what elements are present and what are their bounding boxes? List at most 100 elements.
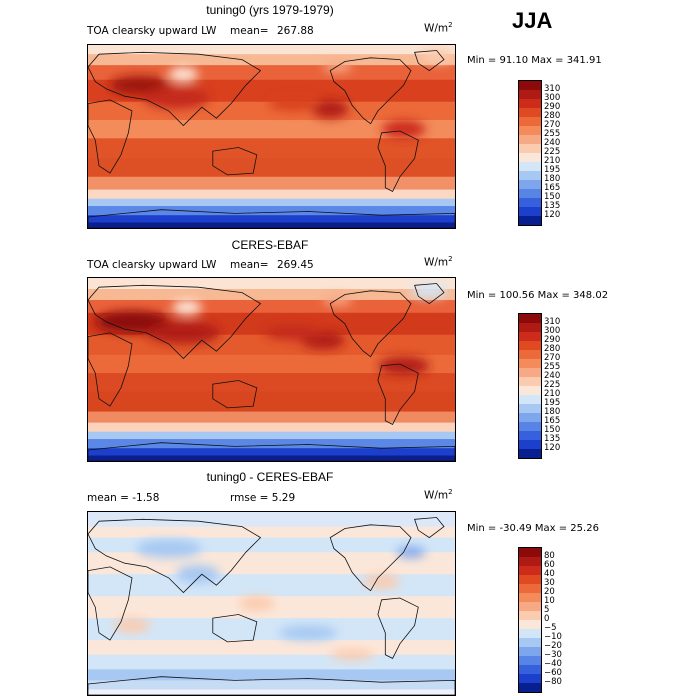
- panel2-map: [87, 277, 456, 462]
- panel2-units: W/m2: [424, 255, 453, 269]
- panel2-coast-greenland: [414, 283, 445, 305]
- panel2-field-blob: [264, 325, 323, 341]
- panel3-field-blob: [176, 565, 221, 584]
- colorbar-swatch: [519, 440, 541, 449]
- colorbar-tick-label: 310: [544, 317, 561, 327]
- panel3-coast-antarctica: [88, 676, 455, 695]
- panel2-coast-australia: [212, 380, 258, 409]
- colorbar-swatch: [519, 584, 541, 593]
- panel3-lat-band: [88, 618, 455, 642]
- colorbar-tick-label: 290: [544, 335, 561, 345]
- panel1-mean-value: 267.88: [277, 25, 314, 37]
- panel2-title: CERES-EBAF: [231, 238, 309, 252]
- colorbar-swatch: [519, 404, 541, 413]
- panel3-rmse: rmse = 5.29: [230, 492, 296, 504]
- panel3-field-blob: [135, 539, 202, 558]
- colorbar-swatch: [519, 566, 541, 575]
- colorbar-tick-label: 135: [544, 434, 561, 444]
- colorbar-tick-label: 180: [544, 174, 561, 184]
- panel3-coast-eurasia: [88, 518, 262, 594]
- panel3-lat-band: [88, 680, 455, 691]
- colorbar-tick-label: 300: [544, 93, 561, 103]
- colorbar-tick-label: 225: [544, 147, 561, 157]
- panel1-lat-band: [88, 138, 455, 160]
- panel3-field-blob: [278, 625, 338, 641]
- colorbar-swatch: [519, 638, 541, 647]
- colorbar-tick-label: 135: [544, 201, 561, 211]
- panel1-field-blob: [418, 48, 455, 64]
- colorbar-swatch: [519, 323, 541, 332]
- panel2-field-blob: [322, 294, 353, 306]
- panel2-map-svg: [88, 278, 455, 461]
- colorbar-swatch: [519, 575, 541, 584]
- panel3-title: tuning0 - CERES-EBAF: [206, 470, 334, 484]
- panel3-map-svg: [88, 512, 455, 695]
- colorbar-swatch: [519, 144, 541, 153]
- panel2-field-blob: [95, 310, 169, 333]
- panel3-field-blob: [396, 546, 426, 558]
- panel3-coast-africa: [88, 566, 133, 641]
- colorbar-tick-label: 165: [544, 416, 561, 426]
- panel1-minmax: Min = 91.10 Max = 341.91: [467, 55, 602, 66]
- panel2-lat-band: [88, 455, 455, 461]
- colorbar-swatch: [519, 422, 541, 431]
- colorbar-swatch: [519, 359, 541, 368]
- panel3-coast-north-america: [329, 524, 412, 592]
- colorbar-tick-label: 255: [544, 362, 561, 372]
- colorbar-tick-label: 210: [544, 389, 561, 399]
- panel1-coast-africa: [88, 99, 133, 174]
- panel2-lat-band: [88, 354, 455, 375]
- colorbar-swatch: [519, 593, 541, 602]
- panel1-units: W/m2: [424, 21, 453, 35]
- panel3-lat-band: [88, 526, 455, 539]
- panel1-coast-antarctica: [88, 209, 455, 228]
- colorbar-tick-label: 120: [544, 210, 561, 220]
- panel3-mean: mean = -1.58: [87, 492, 160, 504]
- colorbar-swatch: [519, 198, 541, 207]
- panel3-minmax: Min = -30.49 Max = 25.26: [467, 523, 599, 534]
- panel2-field-blob: [410, 283, 448, 299]
- colorbar-tick-label: 20: [544, 587, 555, 597]
- panel2-coast-africa: [88, 332, 133, 407]
- season-label: JJA: [512, 8, 553, 33]
- panel2-lat-band: [88, 278, 455, 290]
- colorbar-tick-label: 240: [544, 138, 561, 148]
- panel2-variable: TOA clearsky upward LW: [87, 259, 217, 271]
- colorbar-tick-label: 240: [544, 371, 561, 381]
- panel3-field-blob: [330, 649, 375, 661]
- colorbar-tick-label: −40: [544, 659, 562, 669]
- panel2-lat-band: [88, 288, 455, 301]
- colorbar-swatch: [519, 90, 541, 99]
- panel1-title: tuning0 (yrs 1979-1979): [206, 3, 334, 17]
- colorbar-tick-label: 80: [544, 551, 555, 561]
- colorbar-swatch: [519, 171, 541, 180]
- colorbar-swatch: [519, 629, 541, 638]
- colorbar-tick-label: 10: [544, 596, 555, 606]
- panel1-lat-band: [88, 120, 455, 140]
- colorbar-tick-label: 270: [544, 353, 561, 363]
- panel1-lat-band: [88, 158, 455, 178]
- colorbar-tick-label: 40: [544, 569, 555, 579]
- colorbar-tick-label: 270: [544, 120, 561, 130]
- panel2-coast-antarctica: [88, 442, 455, 461]
- panel1-field-blob: [267, 96, 320, 111]
- colorbar-swatch: [519, 449, 541, 458]
- colorbar-tick-label: −30: [544, 650, 562, 660]
- colorbar-tick-label: 280: [544, 111, 561, 121]
- panel1-lat-band: [88, 215, 455, 224]
- panel2-colorbar-swatches: [518, 313, 542, 459]
- panel2-lat-band: [88, 439, 455, 450]
- panel3-coast-greenland: [414, 517, 445, 539]
- colorbar-swatch: [519, 602, 541, 611]
- panel1-field-blob: [311, 99, 349, 119]
- colorbar-tick-label: −5: [544, 623, 557, 633]
- colorbar-swatch: [519, 108, 541, 117]
- panel1-lat-band: [88, 176, 455, 191]
- panel3-coast-south-america: [377, 597, 419, 659]
- panel2-mean-value: 269.45: [277, 259, 314, 271]
- panel1-lat-band: [88, 189, 455, 200]
- colorbar-swatch: [519, 81, 541, 90]
- colorbar-tick-label: 30: [544, 578, 555, 588]
- colorbar-swatch: [519, 386, 541, 395]
- colorbar-tick-label: 180: [544, 407, 561, 417]
